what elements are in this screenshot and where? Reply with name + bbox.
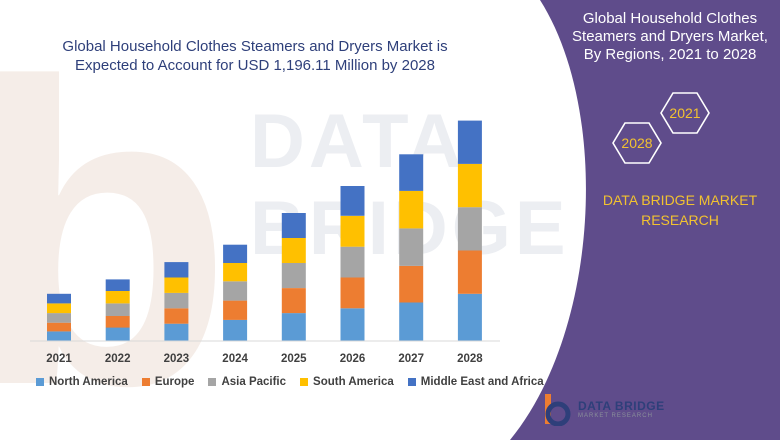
legend-swatch [208, 378, 217, 386]
x-tick-labels: 2021 2022 2023 2024 2025 2026 2027 2028 [46, 353, 483, 365]
research-label-line-1: DATA BRIDGE MARKET [602, 192, 758, 208]
bar-segment-2021-south-america [47, 303, 71, 314]
bar-segment-2023-middle-east-and-africa [164, 262, 189, 278]
bar-segment-2022-europe [105, 316, 130, 328]
bar-segment-2026-south-america [340, 215, 365, 247]
panel-heading-line-3: By Regions, 2021 to 2028 [583, 46, 757, 63]
bar-segment-2026-asia-pacific [340, 246, 365, 278]
legend-swatch [407, 378, 416, 386]
legend-item-europe: Europe [141, 376, 195, 388]
footer-brand: DATA BRIDGE [578, 399, 665, 413]
bar-segment-2025-north-america [281, 313, 306, 341]
bar-segment-2027-asia-pacific [399, 228, 424, 266]
bar-segment-2024-asia-pacific [223, 281, 248, 301]
bar-segment-2026-middle-east-and-africa [340, 186, 365, 216]
bar-segment-2026-europe [340, 277, 365, 309]
bar-segment-2028-europe [457, 250, 482, 294]
legend-item-middle-east-africa: Middle East and Africa [407, 376, 544, 388]
legend-label: Middle East and Africa [420, 376, 544, 388]
footer-logo: DATA BRIDGE MARKET RESEARCH [542, 392, 665, 426]
x-tick-label-2023: 2023 [164, 353, 190, 365]
bar-segment-2025-europe [281, 288, 306, 314]
x-tick-label-2024: 2024 [222, 353, 248, 365]
bar-segment-2027-south-america [399, 190, 424, 229]
bar-segment-2028-south-america [457, 163, 482, 208]
bar-segment-2022-middle-east-and-africa [105, 279, 130, 291]
bar-segment-2024-europe [223, 300, 248, 320]
legend-label: Asia Pacific [221, 376, 287, 388]
bar-segment-2021-north-america [47, 331, 71, 341]
chart-title-line-1: Global Household Clothes Steamers and Dr… [62, 38, 448, 55]
legend-item-south-america: South America [300, 376, 394, 388]
bar-segment-2023-south-america [164, 277, 189, 293]
bar-segment-2025-middle-east-and-africa [281, 213, 306, 238]
logo-b-icon [545, 394, 571, 426]
legend-swatch [141, 378, 150, 386]
bar-segment-2027-north-america [399, 302, 424, 341]
x-tick-label-2028: 2028 [457, 353, 483, 365]
bar-segment-2027-middle-east-and-africa [399, 154, 424, 191]
stacked-bar-chart: 2021 2022 2023 2024 2025 2026 2027 2028 [30, 120, 500, 365]
bar-segment-2024-middle-east-and-africa [223, 244, 248, 263]
bar-segment-2023-europe [164, 308, 189, 324]
research-label-line-2: RESEARCH [641, 212, 719, 228]
legend-swatch [300, 378, 309, 386]
bar-segment-2026-north-america [340, 308, 365, 341]
bar-segment-2027-europe [399, 265, 424, 303]
bar-segment-2028-middle-east-and-africa [457, 120, 482, 164]
badge-year-2028: 2028 [621, 135, 653, 151]
x-tick-label-2025: 2025 [281, 353, 307, 365]
bar-segment-2022-south-america [105, 290, 130, 304]
x-tick-label-2026: 2026 [340, 353, 366, 365]
chart-title-line-2: Expected to Account for USD 1,196.11 Mil… [75, 57, 435, 74]
x-tick-label-2021: 2021 [46, 353, 72, 365]
bar-segment-2024-north-america [223, 319, 248, 341]
panel-heading-line-1: Global Household Clothes [582, 10, 758, 27]
legend-label: South America [313, 376, 394, 388]
bar-segment-2021-europe [47, 322, 71, 332]
watermark-logo-b: b [0, 0, 233, 440]
footer-sub: MARKET RESEARCH [578, 413, 653, 419]
bar-segment-2021-asia-pacific [47, 313, 71, 323]
bar-segment-2023-asia-pacific [164, 292, 189, 309]
bar-segment-2022-asia-pacific [105, 303, 130, 316]
bar-segment-2025-asia-pacific [281, 263, 306, 288]
legend-item-asia-pacific: Asia Pacific [208, 376, 286, 388]
badge-year-2021: 2021 [669, 105, 701, 121]
legend: North America Europe Asia Pacific South … [36, 376, 544, 388]
bar-group [47, 120, 482, 341]
x-tick-label-2027: 2027 [398, 353, 424, 365]
legend-swatch [36, 378, 44, 386]
panel-heading-line-2: Steamers and Dryers Market, [572, 28, 768, 45]
x-tick-label-2022: 2022 [105, 353, 131, 365]
legend-item-north-america: North America [36, 376, 128, 388]
bar-segment-2021-middle-east-and-africa [47, 293, 71, 304]
bar-segment-2028-north-america [457, 293, 482, 341]
legend-label: North America [49, 376, 128, 388]
bar-segment-2024-south-america [223, 263, 248, 282]
bar-segment-2022-north-america [105, 327, 130, 341]
bar-segment-2023-north-america [164, 323, 189, 341]
legend-label: Europe [154, 376, 195, 388]
footer-logo-text: DATA BRIDGE MARKET RESEARCH [578, 399, 665, 419]
bar-segment-2028-asia-pacific [457, 207, 482, 251]
year-badges [612, 92, 710, 164]
bar-segment-2025-south-america [281, 238, 306, 263]
